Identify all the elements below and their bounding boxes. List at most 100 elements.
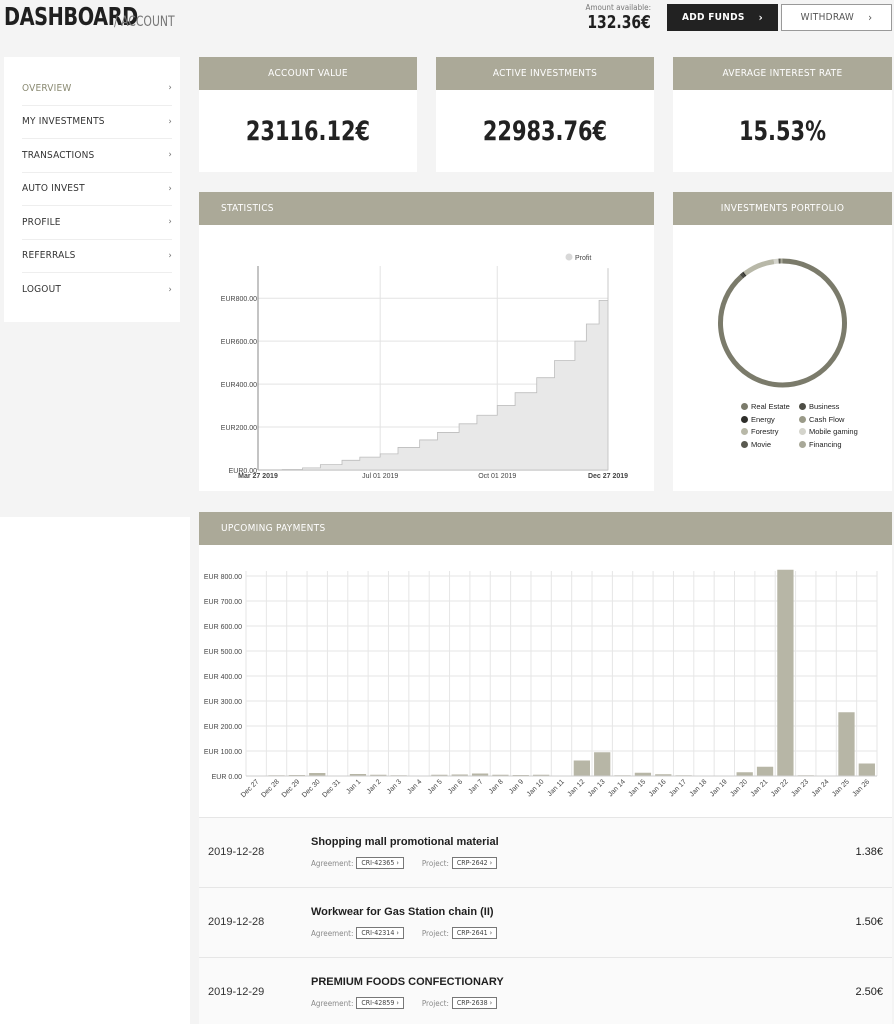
x-tick-label: Jan 7 xyxy=(467,778,484,795)
legend-marker xyxy=(741,440,748,448)
legend-marker xyxy=(799,440,806,448)
x-tick-label: Dec 28 xyxy=(260,778,281,799)
legend-marker xyxy=(799,415,806,423)
payment-bar xyxy=(471,773,489,776)
x-tick-label: Jan 21 xyxy=(750,778,770,798)
withdraw-button[interactable]: WITHDRAW › xyxy=(781,4,892,31)
project-label: Project: xyxy=(421,928,449,938)
account-value-card: ACCOUNT VALUE 23116.12€ xyxy=(199,57,417,172)
legend-item[interactable]: Cash Flow xyxy=(799,415,844,424)
sidebar-item-auto-invest[interactable]: AUTO INVEST › xyxy=(22,173,172,206)
sidebar-item-logout[interactable]: LOGOUT › xyxy=(22,273,172,307)
y-tick-label: EUR800.00 xyxy=(221,296,257,303)
x-tick-label: Jan 4 xyxy=(406,778,423,795)
project-link[interactable]: CRP-2642 › xyxy=(451,857,498,869)
y-tick-label: EUR0.00 xyxy=(229,468,258,475)
x-tick-label: Dec 30 xyxy=(301,778,322,799)
chevron-right-icon: › xyxy=(168,83,172,94)
payment-date: 2019-12-28 xyxy=(208,916,265,928)
x-tick-label: Jan 22 xyxy=(770,778,790,798)
y-tick-label: EUR 500.00 xyxy=(204,649,242,656)
payment-date: 2019-12-28 xyxy=(208,846,265,858)
chevron-right-icon: › xyxy=(168,150,172,161)
payment-title[interactable]: PREMIUM FOODS CONFECTIONARY xyxy=(311,976,504,988)
x-tick-label: Jul 01 2019 xyxy=(362,473,398,480)
legend-item[interactable]: Movie xyxy=(741,440,771,449)
x-tick-label: Jan 12 xyxy=(566,778,586,798)
chevron-right-icon: › xyxy=(758,11,764,24)
legend-label: Business xyxy=(809,402,840,411)
sidebar-item-label: PROFILE xyxy=(22,216,61,228)
payment-bar xyxy=(756,766,774,776)
legend-label: Financing xyxy=(809,439,842,449)
project-link[interactable]: CRP-2641 › xyxy=(451,927,498,939)
payment-row[interactable]: 2019-12-28 Workwear for Gas Station chai… xyxy=(199,887,892,957)
legend-item[interactable]: Business xyxy=(799,402,839,411)
payment-bar xyxy=(370,774,387,776)
upcoming-payments-card: UPCOMING PAYMENTS EUR 0.00 EUR 100.00 EUR … xyxy=(199,512,892,817)
agreement-id: CRI-42859 xyxy=(361,999,395,1007)
agreement-link[interactable]: CRI-42314 › xyxy=(356,927,404,939)
legend-item[interactable]: Financing xyxy=(799,440,842,449)
card-header: INVESTMENTS PORTFOLIO xyxy=(673,192,892,225)
agreement-label: Agreement: xyxy=(311,998,354,1008)
chevron-right-icon: › xyxy=(868,11,873,24)
x-tick-label: Mar 27 2019 xyxy=(238,473,278,480)
payment-title[interactable]: Shopping mall promotional material xyxy=(311,836,499,848)
payment-row[interactable]: 2019-12-28 Shopping mall promotional mat… xyxy=(199,817,892,887)
legend-marker xyxy=(799,403,806,410)
x-tick-label: Jan 20 xyxy=(729,778,749,798)
upcoming-payments-chart: EUR 0.00 EUR 100.00 EUR 200.00 EUR 300.00 EU… xyxy=(204,569,878,799)
y-tick-label: EUR 800.00 xyxy=(204,574,242,581)
donut-slice xyxy=(718,258,847,388)
payment-amount: 2.50€ xyxy=(855,986,883,998)
agreement-link[interactable]: CRI-42365 › xyxy=(356,857,404,869)
account-value: 23116.12€ xyxy=(245,115,371,147)
payment-row[interactable]: 2019-12-29 PREMIUM FOODS CONFECTIONARY A… xyxy=(199,957,892,1024)
legend-item[interactable]: Mobile gaming xyxy=(799,427,858,436)
sidebar-item-overview[interactable]: OVERVIEW › xyxy=(22,72,172,106)
x-tick-label: Oct 01 2019 xyxy=(478,473,516,480)
payment-bar xyxy=(634,772,652,776)
legend-item[interactable]: Energy xyxy=(741,415,775,424)
legend-label: Profit xyxy=(575,255,591,262)
agreement-id: CRI-42365 xyxy=(361,859,395,867)
x-tick-label: Jan 10 xyxy=(526,778,546,798)
chevron-right-icon: › xyxy=(168,284,172,295)
project-id: CRP-2642 xyxy=(456,859,488,867)
x-tick-label: Jan 5 xyxy=(427,778,444,795)
sidebar-item-label: AUTO INVEST xyxy=(22,183,85,195)
payment-title[interactable]: Workwear for Gas Station chain (II) xyxy=(311,906,494,918)
legend-label: Movie xyxy=(751,439,772,449)
legend-item[interactable]: Forestry xyxy=(741,427,779,436)
project-link[interactable]: CRP-2638 › xyxy=(451,997,498,1009)
legend-marker xyxy=(799,428,806,435)
agreement-label: Agreement: xyxy=(311,858,354,868)
legend-item[interactable]: Real Estate xyxy=(741,402,790,411)
legend-marker xyxy=(741,415,748,423)
y-tick-label: EUR 400.00 xyxy=(204,674,242,681)
payment-meta: Agreement: CRI-42365 › Project: CRP-2642… xyxy=(311,857,498,869)
sidebar-item-referrals[interactable]: REFERRALS › xyxy=(22,240,172,273)
x-tick-label: Dec 27 2019 xyxy=(588,473,628,480)
x-tick-label: Jan 6 xyxy=(447,778,464,795)
payment-meta: Agreement: CRI-42314 › Project: CRP-2641… xyxy=(311,927,498,939)
donut-slice xyxy=(739,272,746,279)
chevron-right-icon: › xyxy=(489,929,493,937)
sidebar-item-profile[interactable]: PROFILE › xyxy=(22,206,172,240)
add-funds-button[interactable]: ADD FUNDS › xyxy=(667,4,778,31)
card-header: ACCOUNT VALUE xyxy=(199,57,417,90)
card-header: UPCOMING PAYMENTS xyxy=(199,512,892,545)
payment-bar xyxy=(858,763,875,776)
agreement-link[interactable]: CRI-42859 › xyxy=(356,997,404,1009)
legend-marker xyxy=(741,428,748,435)
sidebar-item-my-investments[interactable]: MY INVESTMENTS › xyxy=(22,106,172,139)
amount-available-label: Amount available: xyxy=(585,3,651,12)
payment-bar xyxy=(492,774,509,776)
portfolio-donut-chart xyxy=(718,258,847,388)
sidebar-item-transactions[interactable]: TRANSACTIONS › xyxy=(22,139,172,173)
active-investments-value: 22983.76€ xyxy=(482,115,608,147)
average-interest-card: AVERAGE INTEREST RATE 15.53% xyxy=(673,57,892,172)
project-id: CRP-2638 xyxy=(456,999,488,1007)
legend-label: Energy xyxy=(751,414,775,424)
